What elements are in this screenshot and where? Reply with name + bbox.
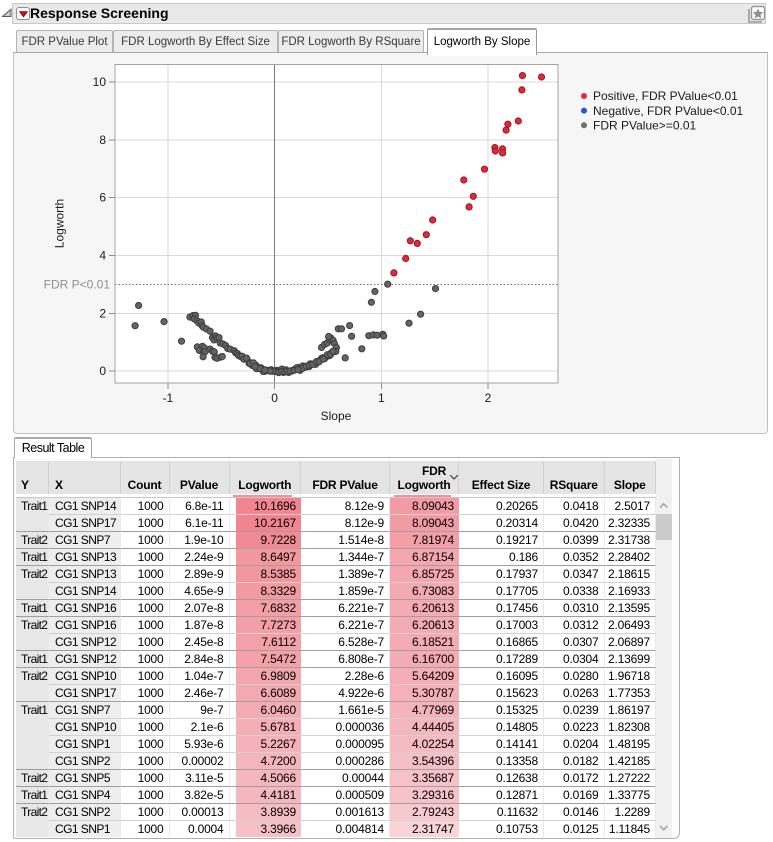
svg-text:8: 8 — [99, 133, 106, 147]
svg-text:1: 1 — [378, 391, 385, 405]
svg-text:FDR P<0.01: FDR P<0.01 — [44, 277, 111, 291]
svg-text:Positive, FDR PValue<0.01: Positive, FDR PValue<0.01 — [593, 89, 738, 103]
svg-text:0: 0 — [271, 391, 278, 405]
svg-text:2: 2 — [99, 306, 106, 320]
svg-text:0: 0 — [99, 364, 106, 378]
svg-text:10: 10 — [93, 75, 107, 89]
svg-text:2: 2 — [485, 391, 492, 405]
svg-text:4: 4 — [99, 249, 106, 263]
svg-text:FDR PValue>=0.01: FDR PValue>=0.01 — [593, 118, 696, 132]
svg-text:Logworth: Logworth — [53, 199, 67, 248]
svg-text:6: 6 — [99, 191, 106, 205]
svg-text:-1: -1 — [163, 391, 174, 405]
svg-text:Negative, FDR PValue<0.01: Negative, FDR PValue<0.01 — [593, 104, 744, 118]
svg-text:Slope: Slope — [321, 409, 352, 423]
